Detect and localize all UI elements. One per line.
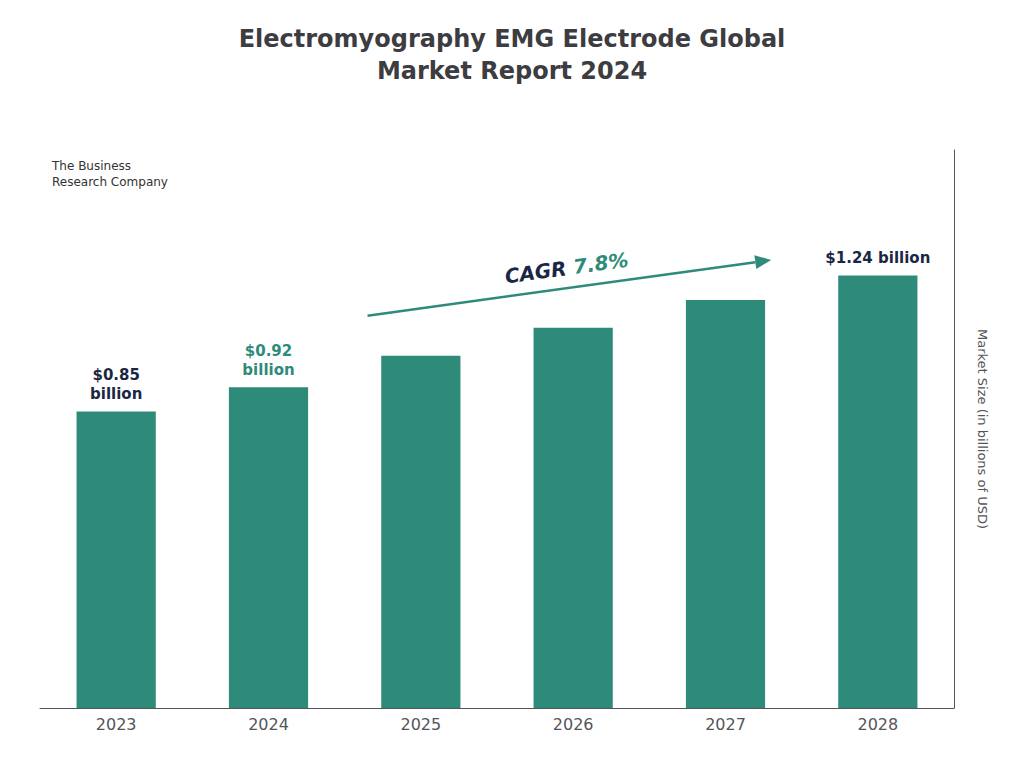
- svg-text:7.8%: 7.8%: [572, 248, 630, 279]
- svg-text:Research Company: Research Company: [52, 175, 168, 189]
- svg-text:2026: 2026: [553, 715, 594, 734]
- svg-text:billion: billion: [90, 385, 142, 403]
- svg-text:$0.85: $0.85: [92, 366, 139, 384]
- svg-text:billion: billion: [242, 361, 294, 379]
- svg-text:$1.24 billion: $1.24 billion: [825, 249, 930, 267]
- svg-text:The Business: The Business: [51, 159, 131, 173]
- svg-text:Market Size (in billions of US: Market Size (in billions of USD): [975, 329, 990, 529]
- svg-text:CAGR: CAGR: [503, 255, 575, 288]
- svg-text:Electromyography EMG Electrode: Electromyography EMG Electrode Global: [239, 25, 786, 53]
- svg-text:2024: 2024: [248, 715, 289, 734]
- svg-text:2023: 2023: [96, 715, 137, 734]
- svg-text:Market Report 2024: Market Report 2024: [377, 57, 647, 85]
- svg-text:2028: 2028: [857, 715, 898, 734]
- svg-text:2025: 2025: [400, 715, 441, 734]
- svg-text:2027: 2027: [705, 715, 746, 734]
- svg-text:$0.92: $0.92: [245, 342, 292, 360]
